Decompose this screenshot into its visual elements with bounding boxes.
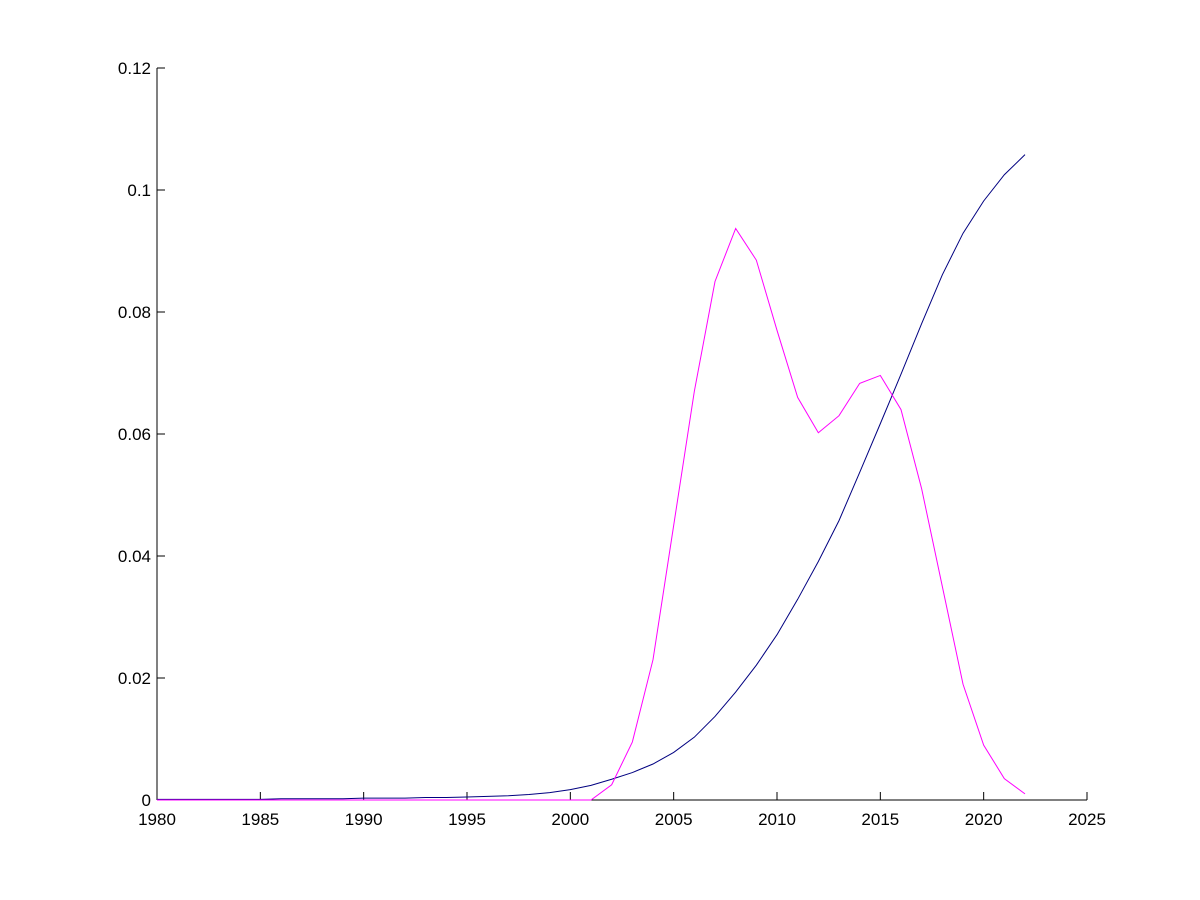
x-tick-label: 1985	[241, 810, 279, 829]
x-tick-label: 1990	[345, 810, 383, 829]
series-line	[157, 227, 1026, 801]
series-line	[157, 154, 1026, 800]
x-tick-label: 2005	[655, 810, 693, 829]
x-tick-label: 2015	[861, 810, 899, 829]
y-tick-label: 0.06	[118, 425, 151, 444]
x-tick-label: 2000	[551, 810, 589, 829]
y-tick-label: 0.1	[127, 181, 151, 200]
x-tick-label: 2025	[1068, 810, 1106, 829]
x-tick-label: 1995	[448, 810, 486, 829]
y-tick-label: 0.04	[118, 547, 151, 566]
x-tick-label: 2010	[758, 810, 796, 829]
y-tick-label: 0	[142, 791, 151, 810]
x-tick-label: 1980	[138, 810, 176, 829]
y-tick-label: 0.08	[118, 303, 151, 322]
x-tick-label: 2020	[965, 810, 1003, 829]
y-tick-label: 0.02	[118, 669, 151, 688]
y-tick-label: 0.12	[118, 59, 151, 78]
